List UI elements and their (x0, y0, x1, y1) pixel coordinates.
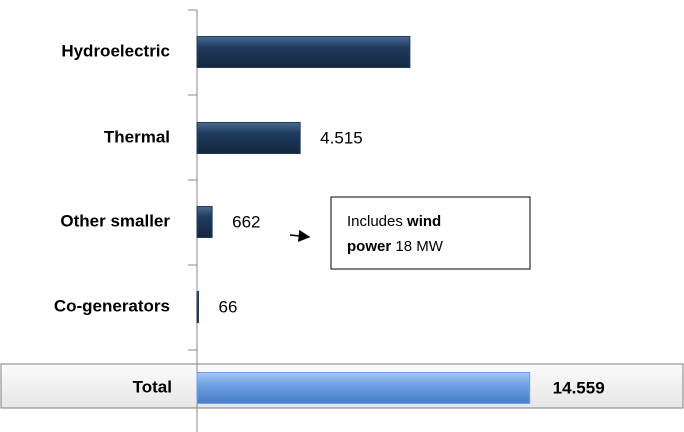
y-tick-label: Co-generators (54, 296, 170, 315)
annotation-text: power (347, 238, 391, 255)
bar (196, 36, 411, 68)
data-label: 4.515 (320, 128, 363, 147)
y-tick-label: Total (133, 377, 172, 396)
bar (196, 122, 301, 154)
data-label: 66 (219, 297, 238, 316)
annotation-arrow (289, 229, 311, 242)
bar (196, 291, 200, 323)
y-tick-label: Hydroelectric (61, 41, 170, 60)
y-tick-label: Thermal (104, 127, 170, 146)
bar (196, 206, 213, 238)
annotation-box (330, 196, 531, 270)
annotation-text: 18 MW (391, 238, 444, 255)
data-label: 662 (232, 212, 260, 231)
bar (196, 372, 531, 404)
annotation-text: wind (406, 213, 441, 230)
data-label: 14.559 (553, 378, 605, 397)
annotation-text: Includes (347, 213, 407, 230)
annotation: Includes wind (347, 213, 441, 230)
annotation: power 18 MW (347, 238, 444, 255)
y-tick-label: Other smaller (60, 211, 170, 230)
